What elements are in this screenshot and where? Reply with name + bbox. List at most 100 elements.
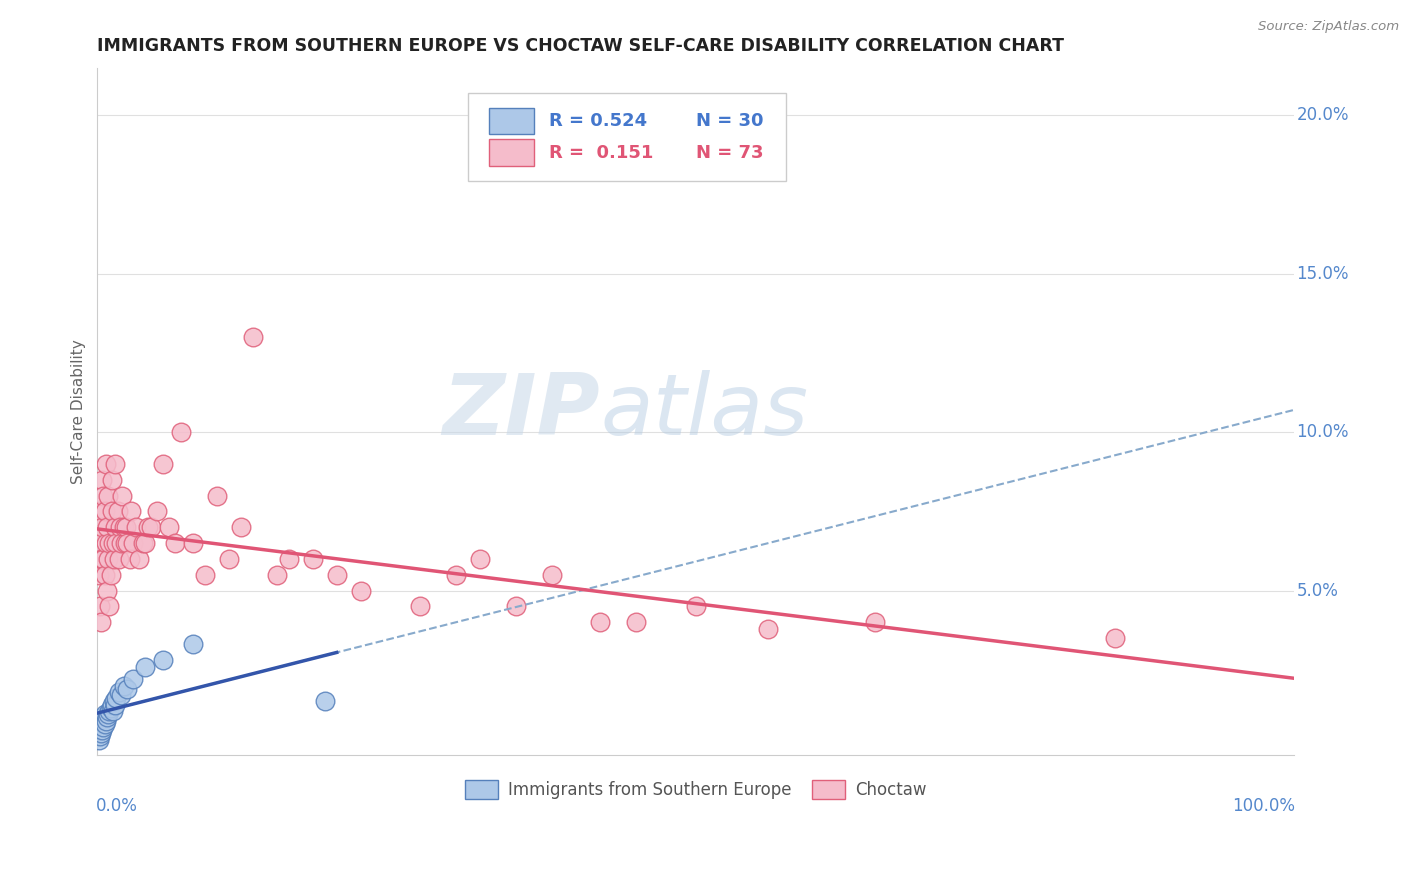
Text: R =  0.151: R = 0.151 bbox=[548, 144, 652, 161]
Point bbox=[93, 716, 115, 731]
Point bbox=[118, 552, 141, 566]
Point bbox=[105, 536, 128, 550]
Text: N = 73: N = 73 bbox=[696, 144, 763, 161]
Point bbox=[120, 504, 142, 518]
Point bbox=[132, 536, 155, 550]
Text: 0.0%: 0.0% bbox=[96, 797, 138, 814]
Point bbox=[181, 536, 204, 550]
Point bbox=[94, 536, 117, 550]
Point bbox=[122, 536, 145, 550]
Text: 20.0%: 20.0% bbox=[1296, 106, 1348, 125]
Point bbox=[100, 698, 122, 712]
Point bbox=[124, 520, 146, 534]
Point bbox=[165, 536, 187, 550]
Point bbox=[141, 520, 163, 534]
Point bbox=[104, 698, 127, 712]
Point bbox=[134, 536, 156, 550]
Y-axis label: Self-Care Disability: Self-Care Disability bbox=[72, 339, 86, 484]
Point bbox=[91, 710, 114, 724]
Point bbox=[89, 599, 111, 614]
Text: 10.0%: 10.0% bbox=[1296, 423, 1348, 442]
Point bbox=[111, 489, 134, 503]
Point bbox=[91, 489, 114, 503]
Point bbox=[409, 599, 432, 614]
Text: IMMIGRANTS FROM SOUTHERN EUROPE VS CHOCTAW SELF-CARE DISABILITY CORRELATION CHAR: IMMIGRANTS FROM SOUTHERN EUROPE VS CHOCT… bbox=[97, 37, 1064, 55]
Point bbox=[218, 552, 240, 566]
Point bbox=[105, 691, 128, 706]
Point bbox=[446, 567, 468, 582]
Point bbox=[96, 583, 118, 598]
Point bbox=[90, 615, 112, 630]
Point bbox=[205, 489, 228, 503]
Text: 100.0%: 100.0% bbox=[1232, 797, 1295, 814]
Point bbox=[136, 520, 159, 534]
Point bbox=[115, 520, 138, 534]
Point bbox=[91, 520, 114, 534]
Point bbox=[89, 536, 111, 550]
Point bbox=[325, 567, 347, 582]
Point bbox=[103, 694, 125, 708]
Point bbox=[242, 330, 264, 344]
Point bbox=[1104, 631, 1126, 645]
Point bbox=[91, 714, 114, 728]
Point bbox=[170, 425, 193, 440]
Point bbox=[94, 457, 117, 471]
Point bbox=[157, 520, 180, 534]
Text: 15.0%: 15.0% bbox=[1296, 265, 1348, 283]
Point bbox=[97, 552, 120, 566]
Point bbox=[314, 694, 336, 708]
Point bbox=[100, 701, 122, 715]
Point bbox=[112, 520, 135, 534]
Point bbox=[97, 707, 120, 722]
Point bbox=[103, 552, 125, 566]
Point bbox=[96, 710, 118, 724]
Point bbox=[93, 504, 115, 518]
Point bbox=[277, 552, 299, 566]
Point bbox=[104, 457, 127, 471]
Point bbox=[87, 567, 110, 582]
Point bbox=[87, 504, 110, 518]
Point bbox=[89, 723, 111, 737]
Point bbox=[110, 536, 132, 550]
Point bbox=[94, 714, 117, 728]
Point bbox=[108, 520, 131, 534]
Text: 5.0%: 5.0% bbox=[1296, 582, 1339, 599]
Point bbox=[91, 720, 114, 734]
Point bbox=[91, 552, 114, 566]
Point bbox=[152, 457, 174, 471]
Point bbox=[93, 707, 115, 722]
Point bbox=[90, 716, 112, 731]
Point bbox=[100, 473, 122, 487]
Point bbox=[91, 723, 114, 737]
Point bbox=[98, 536, 121, 550]
Point bbox=[90, 552, 112, 566]
FancyBboxPatch shape bbox=[468, 94, 786, 181]
Text: Source: ZipAtlas.com: Source: ZipAtlas.com bbox=[1258, 20, 1399, 33]
Point bbox=[146, 504, 169, 518]
Point bbox=[100, 567, 122, 582]
Text: N = 30: N = 30 bbox=[696, 112, 763, 130]
Text: ZIP: ZIP bbox=[443, 370, 600, 453]
Point bbox=[89, 729, 111, 743]
Point bbox=[128, 552, 150, 566]
FancyBboxPatch shape bbox=[489, 108, 534, 134]
Point bbox=[101, 536, 124, 550]
Point bbox=[152, 653, 174, 667]
Point bbox=[91, 473, 114, 487]
Point bbox=[96, 520, 118, 534]
Point bbox=[756, 622, 779, 636]
Point bbox=[114, 536, 136, 550]
Point bbox=[100, 504, 122, 518]
Point bbox=[624, 615, 647, 630]
Point bbox=[108, 552, 131, 566]
Point bbox=[104, 520, 127, 534]
Point bbox=[87, 732, 110, 747]
Point bbox=[589, 615, 612, 630]
Point bbox=[181, 638, 204, 652]
Point bbox=[117, 681, 139, 696]
Point bbox=[117, 536, 139, 550]
Point bbox=[112, 679, 135, 693]
Point bbox=[470, 552, 492, 566]
Point bbox=[108, 685, 131, 699]
Point bbox=[266, 567, 288, 582]
